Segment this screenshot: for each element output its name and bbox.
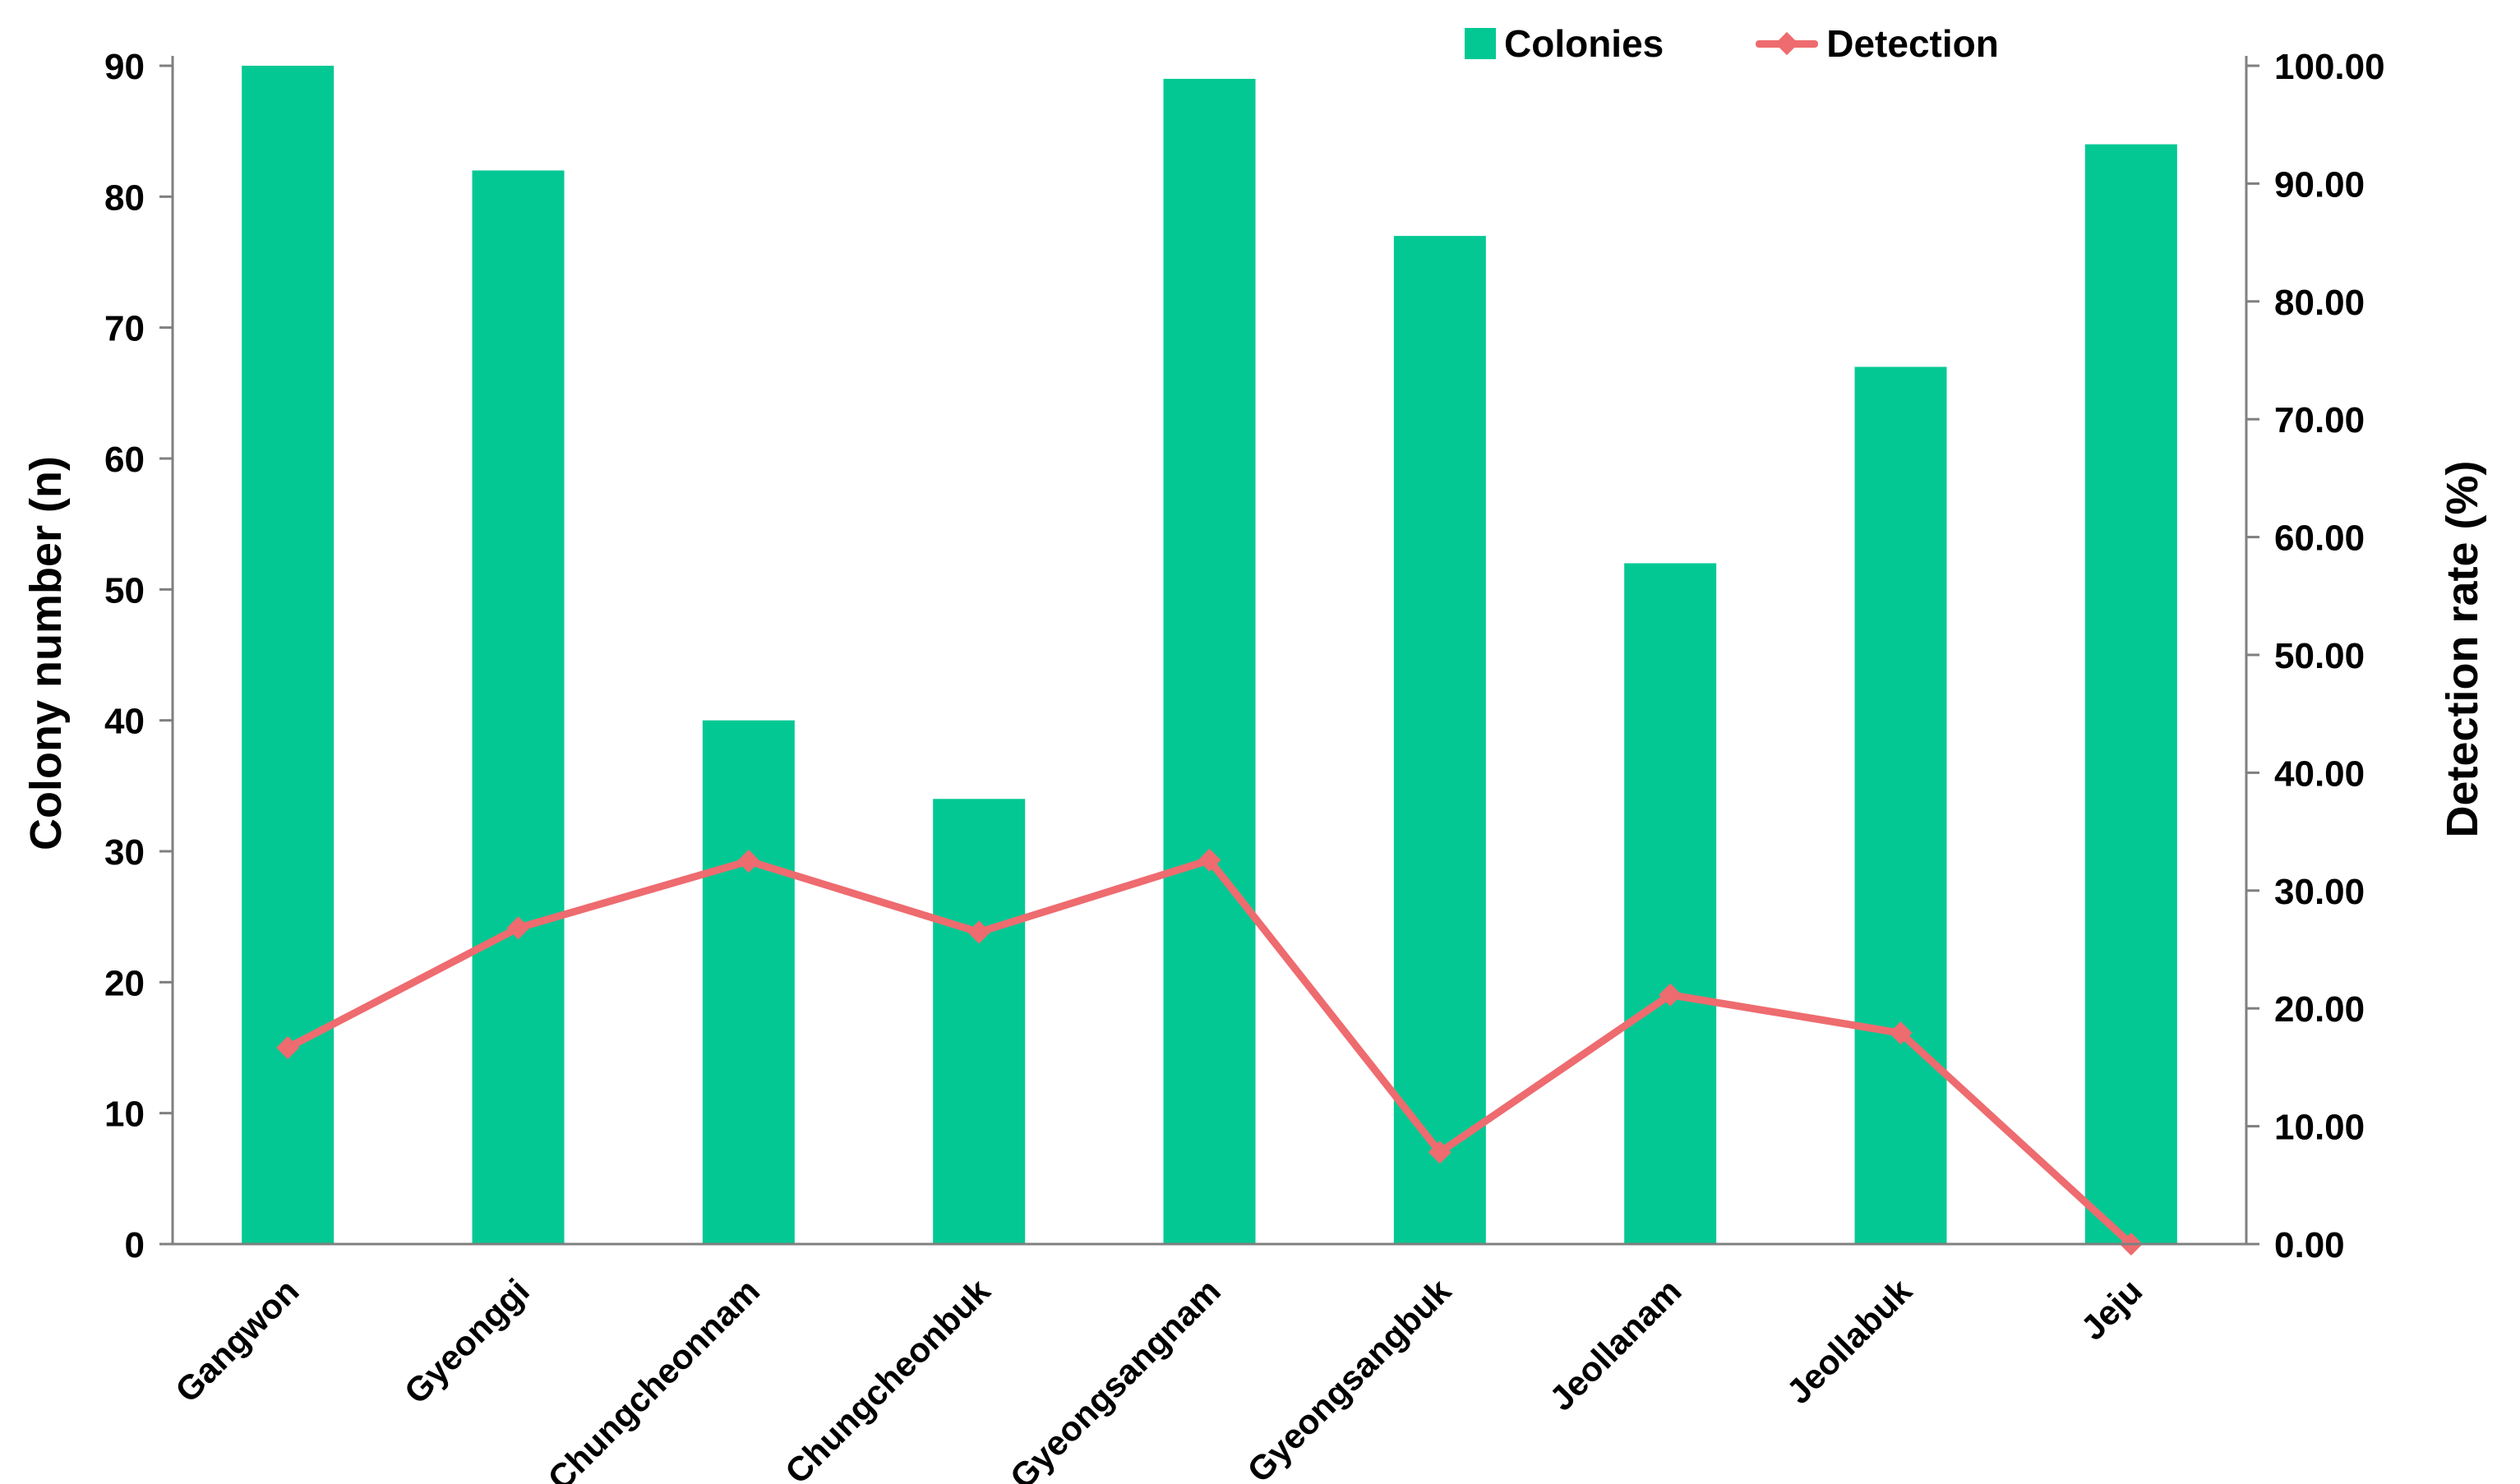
left-tick-label: 90 [104, 47, 145, 87]
legend: Colonies Detection [1465, 21, 1999, 66]
x-label-Jeollanam: Jeollanam [1542, 1271, 1689, 1418]
left-tick-label: 0 [125, 1225, 145, 1265]
marker-Gangwon [276, 1035, 300, 1059]
right-tick-label: 10.00 [2274, 1108, 2365, 1148]
x-label-Jeju: Jeju [2074, 1271, 2150, 1348]
right-axis-title: Detection rate (%) [2438, 460, 2487, 838]
x-label-Gyeongsangnam: Gyeongsangnam [1003, 1271, 1228, 1484]
left-axis-title: Colony number (n) [21, 456, 71, 850]
right-tick-label: 90.00 [2274, 164, 2365, 205]
legend-item-colonies: Colonies [1465, 21, 1664, 66]
left-tick-label: 60 [104, 440, 145, 480]
x-label-Gyeongsangbuk: Gyeongsangbuk [1239, 1271, 1458, 1484]
x-label-Gangwon: Gangwon [168, 1271, 307, 1410]
bar-Jeollanam [1624, 563, 1717, 1244]
right-tick-label: 30.00 [2274, 872, 2365, 912]
x-label-Chungcheonbuk: Chungcheonbuk [778, 1271, 998, 1484]
left-tick-label: 30 [104, 832, 145, 873]
x-label-Chungcheonnam: Chungcheonnam [540, 1271, 767, 1484]
right-tick-label: 70.00 [2274, 400, 2365, 440]
right-tick-label: 40.00 [2274, 754, 2365, 794]
legend-label-colonies: Colonies [1504, 22, 1664, 65]
bar-Chungcheonbuk [933, 799, 1026, 1244]
left-tick-label: 10 [104, 1095, 145, 1135]
bar-Chungcheonnam [702, 720, 795, 1244]
marker-Gyeongsangbuk [1428, 1141, 1452, 1164]
detection-marker-icon [1756, 28, 1819, 59]
legend-item-detection: Detection [1756, 21, 1999, 66]
marker-Jeollabuk [1889, 1021, 1913, 1045]
right-tick-label: 80.00 [2274, 283, 2365, 323]
right-tick-label: 100.00 [2274, 47, 2385, 87]
bar-Jeju [2084, 144, 2177, 1245]
right-tick-label: 50.00 [2274, 636, 2365, 676]
marker-Gyeongsangnam [1198, 848, 1221, 872]
left-tick-label: 70 [104, 309, 145, 349]
bar-Jeollabuk [1854, 366, 1947, 1244]
detection-diamond-sample [1775, 31, 1799, 56]
right-tick-label: 60.00 [2274, 518, 2365, 559]
marker-Chungcheonnam [736, 849, 760, 873]
legend-label-detection: Detection [1826, 22, 1999, 65]
marker-Chungcheonbuk [967, 920, 991, 944]
x-label-Gyeonggi: Gyeonggi [397, 1271, 537, 1411]
x-label-Jeollabuk: Jeollabuk [1779, 1271, 1920, 1412]
colonies-swatch-icon [1465, 28, 1496, 59]
marker-Gyeonggi [506, 916, 530, 940]
left-tick-label: 20 [104, 963, 145, 1003]
bar-Gyeonggi [472, 170, 565, 1244]
left-tick-label: 80 [104, 177, 145, 218]
right-tick-label: 20.00 [2274, 989, 2365, 1030]
bar-Gyeongsangnam [1163, 78, 1256, 1244]
left-tick-label: 40 [104, 702, 145, 742]
bar-Gyeongsangbuk [1393, 236, 1486, 1245]
marker-Jeollanam [1659, 983, 1682, 1007]
left-tick-label: 50 [104, 570, 145, 611]
bar-Gangwon [242, 66, 335, 1244]
right-tick-label: 0.00 [2274, 1225, 2345, 1265]
